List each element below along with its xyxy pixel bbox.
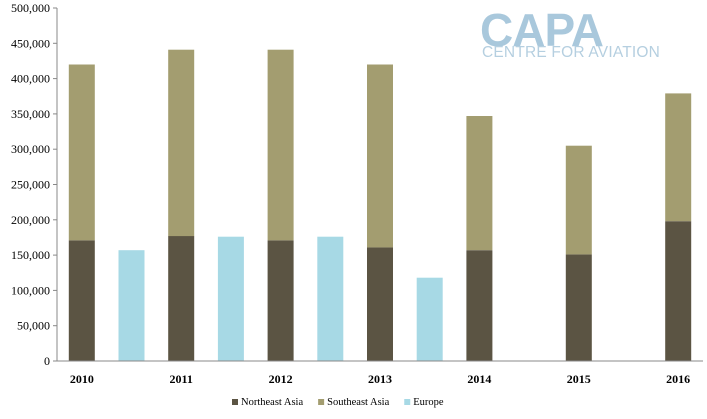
bar-southeast-asia-12 <box>665 93 692 222</box>
capa-logo: CAPA CENTRE FOR AVIATION <box>480 4 660 61</box>
legend-swatch <box>318 399 325 405</box>
x-tick-labels: 2010 2011 2012 2013 2014 2015 2016 <box>70 372 690 386</box>
bar-northeast-asia-12 <box>665 221 692 361</box>
bar-europe-3 <box>217 236 244 361</box>
x-tick-label: 2011 <box>170 372 193 386</box>
y-tick-label: 400,000 <box>11 72 50 86</box>
y-tick-label: 350,000 <box>11 107 50 121</box>
bar-southeast-asia-6 <box>367 64 393 248</box>
legend-item-europe: Europe <box>404 397 444 408</box>
legend-item-northeast-asia: Northeast Asia <box>232 397 303 408</box>
y-tick-label: 50,000 <box>17 319 50 333</box>
bar-europe-1 <box>118 250 145 361</box>
legend-swatch <box>404 399 411 405</box>
y-tick-label: 100,000 <box>11 283 50 297</box>
y-tick-labels: 0 50,000 100,000 150,000 200,000 250,000 300,0… <box>11 1 50 368</box>
bar-europe-5 <box>317 236 344 361</box>
y-tick-label: 300,000 <box>11 142 50 156</box>
bar-southeast-asia-2 <box>168 49 195 237</box>
bar-northeast-asia-8 <box>466 250 493 361</box>
legend-label: Europe <box>413 397 444 408</box>
y-tick-label: 200,000 <box>11 213 50 227</box>
logo-main-text: CAPA <box>480 4 603 56</box>
y-tick-label: 0 <box>44 354 50 368</box>
bar-europe-7 <box>416 277 443 361</box>
y-tick-label: 250,000 <box>11 178 50 192</box>
x-tick-label: 2013 <box>368 372 392 386</box>
legend: Northeast Asia Southeast Asia Europe <box>232 397 444 408</box>
legend-swatch <box>232 399 238 405</box>
x-tick-label: 2015 <box>567 372 591 386</box>
bar-northeast-asia-10 <box>565 254 592 361</box>
bar-northeast-asia-0 <box>68 240 95 361</box>
x-tick-label: 2012 <box>269 372 293 386</box>
x-tick-label: 2014 <box>467 372 491 386</box>
bar-southeast-asia-4 <box>267 49 294 241</box>
legend-label: Northeast Asia <box>241 397 303 408</box>
y-tick-label: 150,000 <box>11 248 50 262</box>
legend-item-southeast-asia: Southeast Asia <box>318 397 390 408</box>
y-tick-label: 450,000 <box>11 36 50 50</box>
bar-southeast-asia-8 <box>466 116 493 251</box>
bars <box>68 49 692 361</box>
legend-label: Southeast Asia <box>327 397 389 408</box>
axes <box>53 7 703 362</box>
bar-northeast-asia-2 <box>168 236 195 361</box>
x-tick-label: 2010 <box>70 372 94 386</box>
bar-northeast-asia-6 <box>367 247 393 361</box>
logo-sub-text: CENTRE FOR AVIATION <box>482 44 660 61</box>
bar-southeast-asia-10 <box>565 145 592 255</box>
bar-northeast-asia-4 <box>267 240 294 361</box>
bar-southeast-asia-0 <box>68 64 95 241</box>
x-tick-label: 2016 <box>666 372 690 386</box>
y-tick-label: 500,000 <box>11 1 50 15</box>
